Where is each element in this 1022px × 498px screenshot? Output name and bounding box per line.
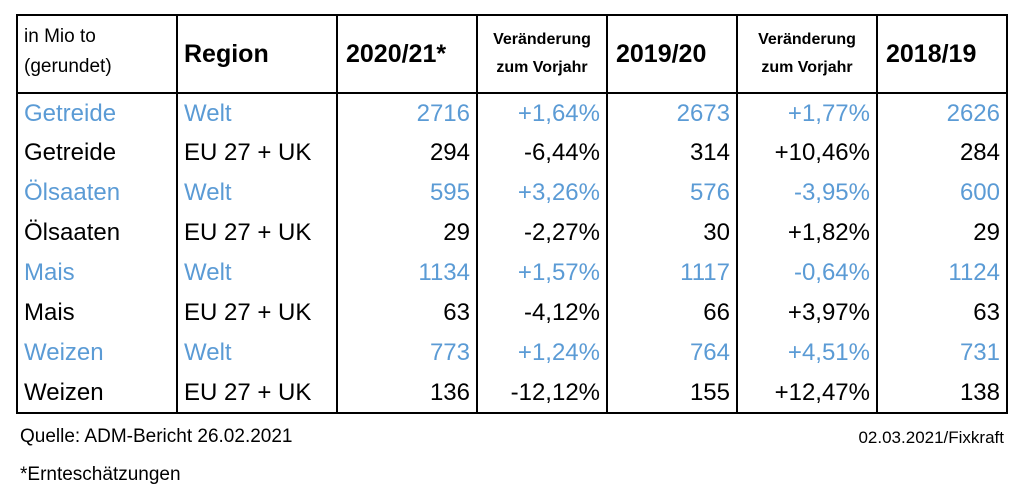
change-1-cell: +1,64% (476, 93, 608, 133)
value-2020-21-cell: 1134 (336, 253, 478, 293)
change-2-cell: +10,46% (736, 133, 878, 173)
crop-cell: Ölsaaten (16, 213, 178, 253)
value-2019-20-cell: 30 (606, 213, 738, 253)
table-header: in Mio to (gerundet) Region 2020/21* Ver… (16, 14, 1008, 94)
crop-cell: Weizen (16, 373, 178, 414)
value-2019-20-cell: 576 (606, 173, 738, 213)
value-2020-21-cell: 294 (336, 133, 478, 173)
value-2018-19-cell: 63 (876, 293, 1008, 333)
table-row: Mais Welt 1134 +1,57% 1117 -0,64% 1124 (16, 253, 1008, 293)
change-2-cell: +12,47% (736, 373, 878, 414)
crop-cell: Ölsaaten (16, 173, 178, 213)
table-row: Getreide EU 27 + UK 294 -6,44% 314 +10,4… (16, 133, 1008, 173)
change-2-cell: -3,95% (736, 173, 878, 213)
change-1-cell: +1,24% (476, 333, 608, 373)
region-header: Region (176, 14, 338, 94)
change-1-header-line1: Veränderung (493, 31, 591, 48)
change-1-cell: +3,26% (476, 173, 608, 213)
value-2020-21-cell: 2716 (336, 93, 478, 133)
value-2020-21-cell: 29 (336, 213, 478, 253)
year-2019-20-header: 2019/20 (606, 14, 738, 94)
crop-cell: Mais (16, 293, 178, 333)
value-2019-20-cell: 314 (606, 133, 738, 173)
value-2019-20-cell: 2673 (606, 93, 738, 133)
table-row: Weizen Welt 773 +1,24% 764 +4,51% 731 (16, 333, 1008, 373)
harvest-table-container: in Mio to (gerundet) Region 2020/21* Ver… (16, 14, 1008, 414)
table-row: Ölsaaten EU 27 + UK 29 -2,27% 30 +1,82% … (16, 213, 1008, 253)
table-body: Getreide Welt 2716 +1,64% 2673 +1,77% 26… (16, 93, 1008, 414)
change-2-header-line1: Veränderung (758, 31, 856, 48)
unit-header-line1: in Mio to (24, 26, 96, 47)
table-row: Weizen EU 27 + UK 136 -12,12% 155 +12,47… (16, 373, 1008, 414)
change-2-cell: +4,51% (736, 333, 878, 373)
change-1-cell: -6,44% (476, 133, 608, 173)
change-2-cell: +3,97% (736, 293, 878, 333)
value-2018-19-cell: 731 (876, 333, 1008, 373)
change-1-cell: -12,12% (476, 373, 608, 414)
crop-cell: Weizen (16, 333, 178, 373)
value-2018-19-cell: 1124 (876, 253, 1008, 293)
harvest-table: in Mio to (gerundet) Region 2020/21* Ver… (16, 14, 1008, 414)
change-2-cell: +1,82% (736, 213, 878, 253)
crop-cell: Getreide (16, 93, 178, 133)
region-cell: EU 27 + UK (176, 133, 338, 173)
change-2-cell: -0,64% (736, 253, 878, 293)
table-row: Getreide Welt 2716 +1,64% 2673 +1,77% 26… (16, 93, 1008, 133)
region-cell: Welt (176, 333, 338, 373)
change-1-header: Veränderung zum Vorjahr (476, 14, 608, 94)
region-cell: EU 27 + UK (176, 373, 338, 414)
value-2019-20-cell: 764 (606, 333, 738, 373)
value-2020-21-cell: 595 (336, 173, 478, 213)
value-2018-19-cell: 138 (876, 373, 1008, 414)
table-row: Ölsaaten Welt 595 +3,26% 576 -3,95% 600 (16, 173, 1008, 213)
change-2-header: Veränderung zum Vorjahr (736, 14, 878, 94)
change-1-cell: -4,12% (476, 293, 608, 333)
change-2-header-line2: zum Vorjahr (761, 59, 853, 76)
change-1-header-line2: zum Vorjahr (496, 59, 588, 76)
table-row: Mais EU 27 + UK 63 -4,12% 66 +3,97% 63 (16, 293, 1008, 333)
change-1-cell: +1,57% (476, 253, 608, 293)
credit-note: 02.03.2021/Fixkraft (858, 428, 1004, 447)
region-cell: EU 27 + UK (176, 293, 338, 333)
value-2019-20-cell: 66 (606, 293, 738, 333)
change-1-cell: -2,27% (476, 213, 608, 253)
region-cell: Welt (176, 93, 338, 133)
region-cell: Welt (176, 253, 338, 293)
year-2020-21-header: 2020/21* (336, 14, 478, 94)
value-2019-20-cell: 1117 (606, 253, 738, 293)
value-2020-21-cell: 136 (336, 373, 478, 414)
value-2020-21-cell: 63 (336, 293, 478, 333)
unit-header: in Mio to (gerundet) (16, 14, 178, 94)
header-row: in Mio to (gerundet) Region 2020/21* Ver… (16, 14, 1008, 94)
crop-cell: Getreide (16, 133, 178, 173)
unit-header-line2: (gerundet) (24, 56, 112, 77)
value-2019-20-cell: 155 (606, 373, 738, 414)
value-2020-21-cell: 773 (336, 333, 478, 373)
value-2018-19-cell: 284 (876, 133, 1008, 173)
change-2-cell: +1,77% (736, 93, 878, 133)
region-cell: EU 27 + UK (176, 213, 338, 253)
source-note: Quelle: ADM-Bericht 26.02.2021 (20, 426, 293, 447)
crop-cell: Mais (16, 253, 178, 293)
value-2018-19-cell: 600 (876, 173, 1008, 213)
value-2018-19-cell: 29 (876, 213, 1008, 253)
footnote: *Ernteschätzungen (20, 464, 181, 485)
value-2018-19-cell: 2626 (876, 93, 1008, 133)
year-2018-19-header: 2018/19 (876, 14, 1008, 94)
region-cell: Welt (176, 173, 338, 213)
